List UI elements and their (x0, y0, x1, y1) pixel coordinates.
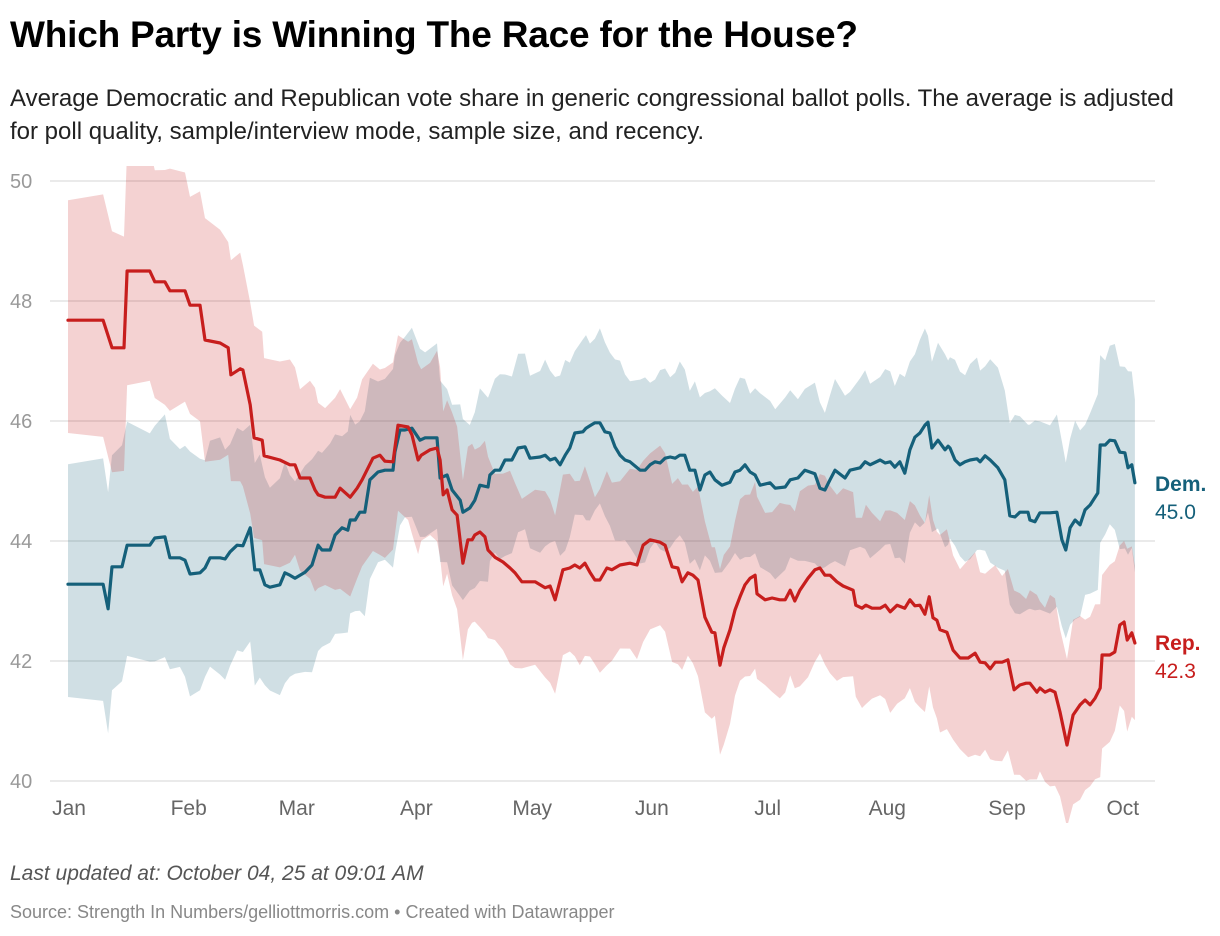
series-last-value: 45.0 (1155, 501, 1196, 524)
series-last-value: 42.3 (1155, 660, 1196, 683)
chart-subtitle: Average Democratic and Republican vote s… (10, 85, 1174, 145)
y-tick-label: 40 (10, 771, 32, 793)
rep-confidence-band (68, 166, 1135, 823)
x-tick-label: May (512, 797, 552, 820)
confidence-bands (68, 166, 1135, 823)
dem-line (66, 420, 1137, 611)
x-tick-label: Apr (400, 797, 433, 820)
last-updated: Last updated at: October 04, 25 at 09:01… (10, 862, 424, 885)
y-tick-label: 46 (10, 411, 32, 433)
x-tick-label: Jun (635, 797, 669, 820)
x-axis: Jan Feb Mar Apr May Jun Jul Aug Sep Oct (52, 797, 1139, 820)
x-tick-label: Jul (754, 797, 781, 820)
y-tick-label: 48 (10, 291, 32, 313)
y-tick-label: 50 (10, 171, 32, 193)
gridlines: 40 42 44 46 48 50 (10, 171, 1155, 793)
series-name-label: Dem. (1155, 473, 1206, 496)
x-tick-label: Jan (52, 797, 86, 820)
series-lines (66, 269, 1137, 747)
y-tick-label: 42 (10, 651, 32, 673)
x-tick-label: Aug (869, 797, 906, 820)
x-tick-label: Feb (171, 797, 207, 820)
x-tick-label: Sep (988, 797, 1025, 820)
y-tick-label: 44 (10, 531, 32, 553)
chart-title: Which Party is Winning The Race for the … (10, 14, 858, 55)
rep-line (66, 269, 1137, 747)
dem-confidence-band (68, 327, 1135, 734)
source-credit: Source: Strength In Numbers/gelliottmorr… (10, 902, 615, 922)
series-end-labels: Dem. 45.0 Rep. 42.3 (1155, 473, 1206, 683)
series-name-label: Rep. (1155, 632, 1201, 655)
x-tick-label: Oct (1106, 797, 1139, 820)
x-tick-label: Mar (279, 797, 315, 820)
